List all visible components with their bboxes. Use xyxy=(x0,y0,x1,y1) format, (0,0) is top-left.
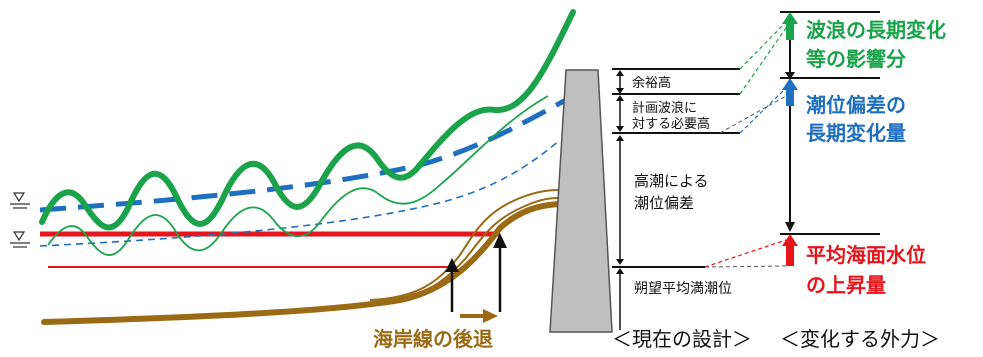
blue-increment-arrow xyxy=(782,78,798,106)
label-wave-required-2: 対する必要高 xyxy=(632,116,710,132)
label-wave-required-1: 計画波浪に xyxy=(632,100,697,116)
connector-blue xyxy=(740,88,786,133)
label-wave-change-2: 等の影響分 xyxy=(806,47,906,71)
current-wave-curve xyxy=(48,96,548,255)
dimension-arrow-wave xyxy=(616,95,624,132)
shoreline-retreat-arrow xyxy=(460,309,498,323)
green-increment-arrow xyxy=(782,12,798,40)
caption-current-design: ＜現在の設計＞ xyxy=(612,327,752,351)
label-sea-level-rise-2: の上昇量 xyxy=(806,273,886,297)
future-shoreline-1 xyxy=(370,190,558,300)
label-tide-deviation-2: 長期変化量 xyxy=(806,121,906,145)
future-shoreline-2 xyxy=(380,198,558,302)
current-tide-curve xyxy=(40,140,560,246)
label-tide-deviation-1: 潮位偏差の xyxy=(806,93,906,117)
label-storm-surge-1: 高潮による xyxy=(634,172,709,190)
shoreline-retreat-label: 海岸線の後退 xyxy=(373,327,493,351)
shoreline-marker-future xyxy=(493,233,507,312)
water-level-marker-icon xyxy=(10,232,30,247)
connector-red xyxy=(705,240,786,267)
sea-wall xyxy=(550,70,612,332)
label-mean-high-water: 朔望平均満潮位 xyxy=(634,281,732,297)
label-margin-height: 余裕高 xyxy=(632,75,671,91)
caption-changing-forces: ＜変化する外力＞ xyxy=(780,327,940,351)
red-increment-arrow xyxy=(782,234,798,266)
external-force-arrow-total xyxy=(785,16,795,232)
water-level-marker-icon xyxy=(10,193,30,208)
label-sea-level-rise-1: 平均海面水位 xyxy=(806,243,926,267)
dimension-arrow-mean-high xyxy=(616,268,624,330)
dimension-arrow-surge xyxy=(616,135,624,265)
connector-green-2 xyxy=(740,28,786,94)
label-storm-surge-2: 潮位偏差 xyxy=(634,194,694,212)
dimension-arrow-margin xyxy=(616,70,624,94)
label-wave-change-1: 波浪の長期変化 xyxy=(806,18,946,42)
future-wave-curve xyxy=(42,12,573,227)
connector-blue-2 xyxy=(720,96,786,133)
connector-red-2 xyxy=(705,266,786,267)
connector-green xyxy=(740,22,786,69)
